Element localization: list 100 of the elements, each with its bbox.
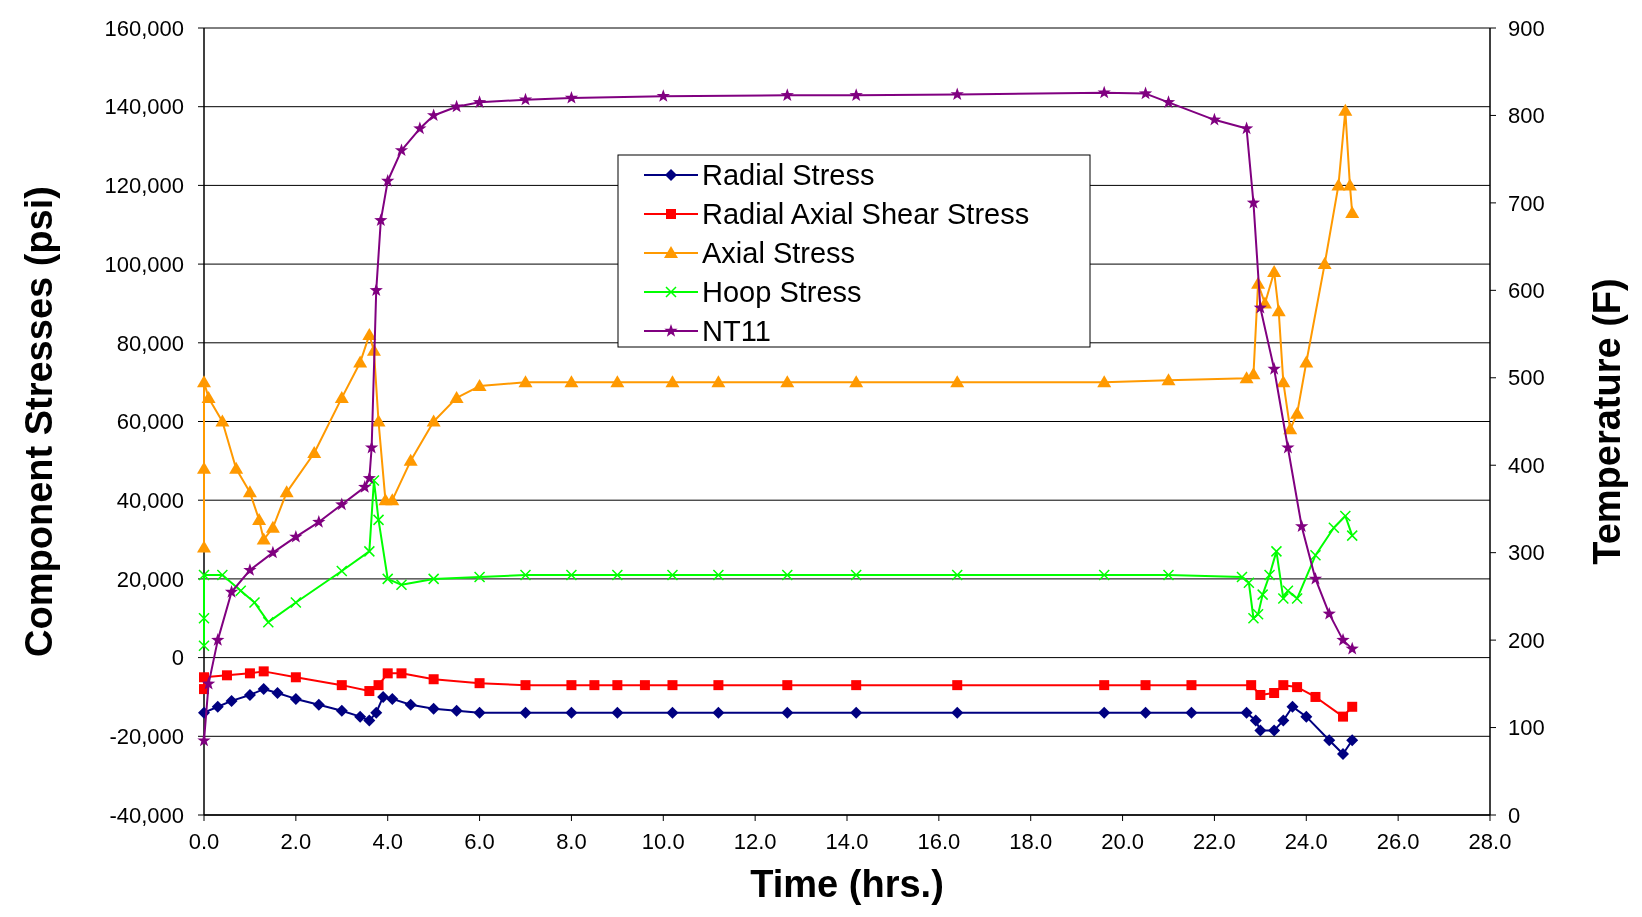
point [279,485,294,498]
point [221,670,232,681]
point [473,706,486,719]
point [426,108,441,122]
point [565,706,578,719]
point [381,573,394,585]
point [519,569,532,581]
point [201,390,216,403]
point [394,143,409,157]
point [667,680,678,691]
point [363,714,376,727]
y-tick-label: -20,000 [109,724,184,749]
point [257,683,270,696]
y-tick-label: 60,000 [116,409,184,435]
point [358,480,372,493]
point [1299,355,1314,368]
point [1267,264,1282,277]
point [1249,714,1262,727]
point [1246,195,1261,209]
point [610,375,625,388]
point [1309,549,1322,562]
point [201,676,216,690]
point [950,375,965,388]
point [1098,569,1110,581]
point [781,706,794,719]
point [215,414,230,427]
point [1236,571,1248,583]
point [1277,714,1290,727]
x-tick-label: 22.0 [1193,829,1236,854]
x-tick-label: 20.0 [1101,829,1144,854]
point [395,579,408,591]
x-tick-label: 12.0 [733,829,777,854]
point [1277,592,1290,605]
point [428,674,439,685]
point [1139,706,1152,719]
point [1140,680,1151,691]
point [198,640,210,652]
point [589,680,600,691]
point [1256,588,1269,601]
y-tick-label: -40,000 [109,802,184,828]
point [665,375,680,388]
point [386,692,399,705]
point [850,706,863,719]
point [1278,680,1289,691]
point [612,680,623,691]
y2-tick-label: 600 [1508,278,1545,304]
point [950,87,964,101]
point [519,706,532,719]
point [256,532,271,545]
point [197,461,211,474]
point [1346,734,1359,747]
point [1185,706,1198,719]
point [850,569,862,581]
x-tick-label: 6.0 [464,829,495,854]
y-tick-label: 160,000 [104,15,184,41]
point [374,213,388,227]
point [1246,680,1257,691]
point [427,702,440,715]
point [780,375,795,388]
point [1162,569,1175,581]
point [1338,103,1353,116]
point [1247,612,1260,624]
point [1161,95,1176,108]
point [266,545,280,559]
point [951,569,963,581]
point [396,668,407,679]
point [713,680,724,691]
point [373,680,384,691]
point [712,706,725,719]
y-axis-title: Component Stresses (psi) [18,186,60,657]
point [335,497,349,511]
point [335,704,348,717]
point [1252,608,1264,621]
point [243,688,256,701]
point [370,706,383,719]
point [781,569,794,581]
point [1292,682,1303,693]
point [666,706,679,719]
point [224,585,239,598]
point [197,375,211,388]
point [951,706,964,719]
point [364,440,379,454]
point [363,545,376,558]
point [656,89,670,102]
point [198,612,210,624]
point [289,692,302,705]
y2-tick-label: 100 [1508,715,1545,741]
point [262,616,275,628]
point [244,668,255,679]
point [211,633,225,646]
x-tick-label: 16.0 [917,829,961,854]
point [611,569,624,581]
point [385,493,400,506]
point [403,453,418,466]
x-tick-label: 10.0 [641,829,685,854]
point [1253,300,1268,314]
point [369,283,383,296]
point [289,529,303,543]
point [518,92,533,106]
point [265,520,280,533]
